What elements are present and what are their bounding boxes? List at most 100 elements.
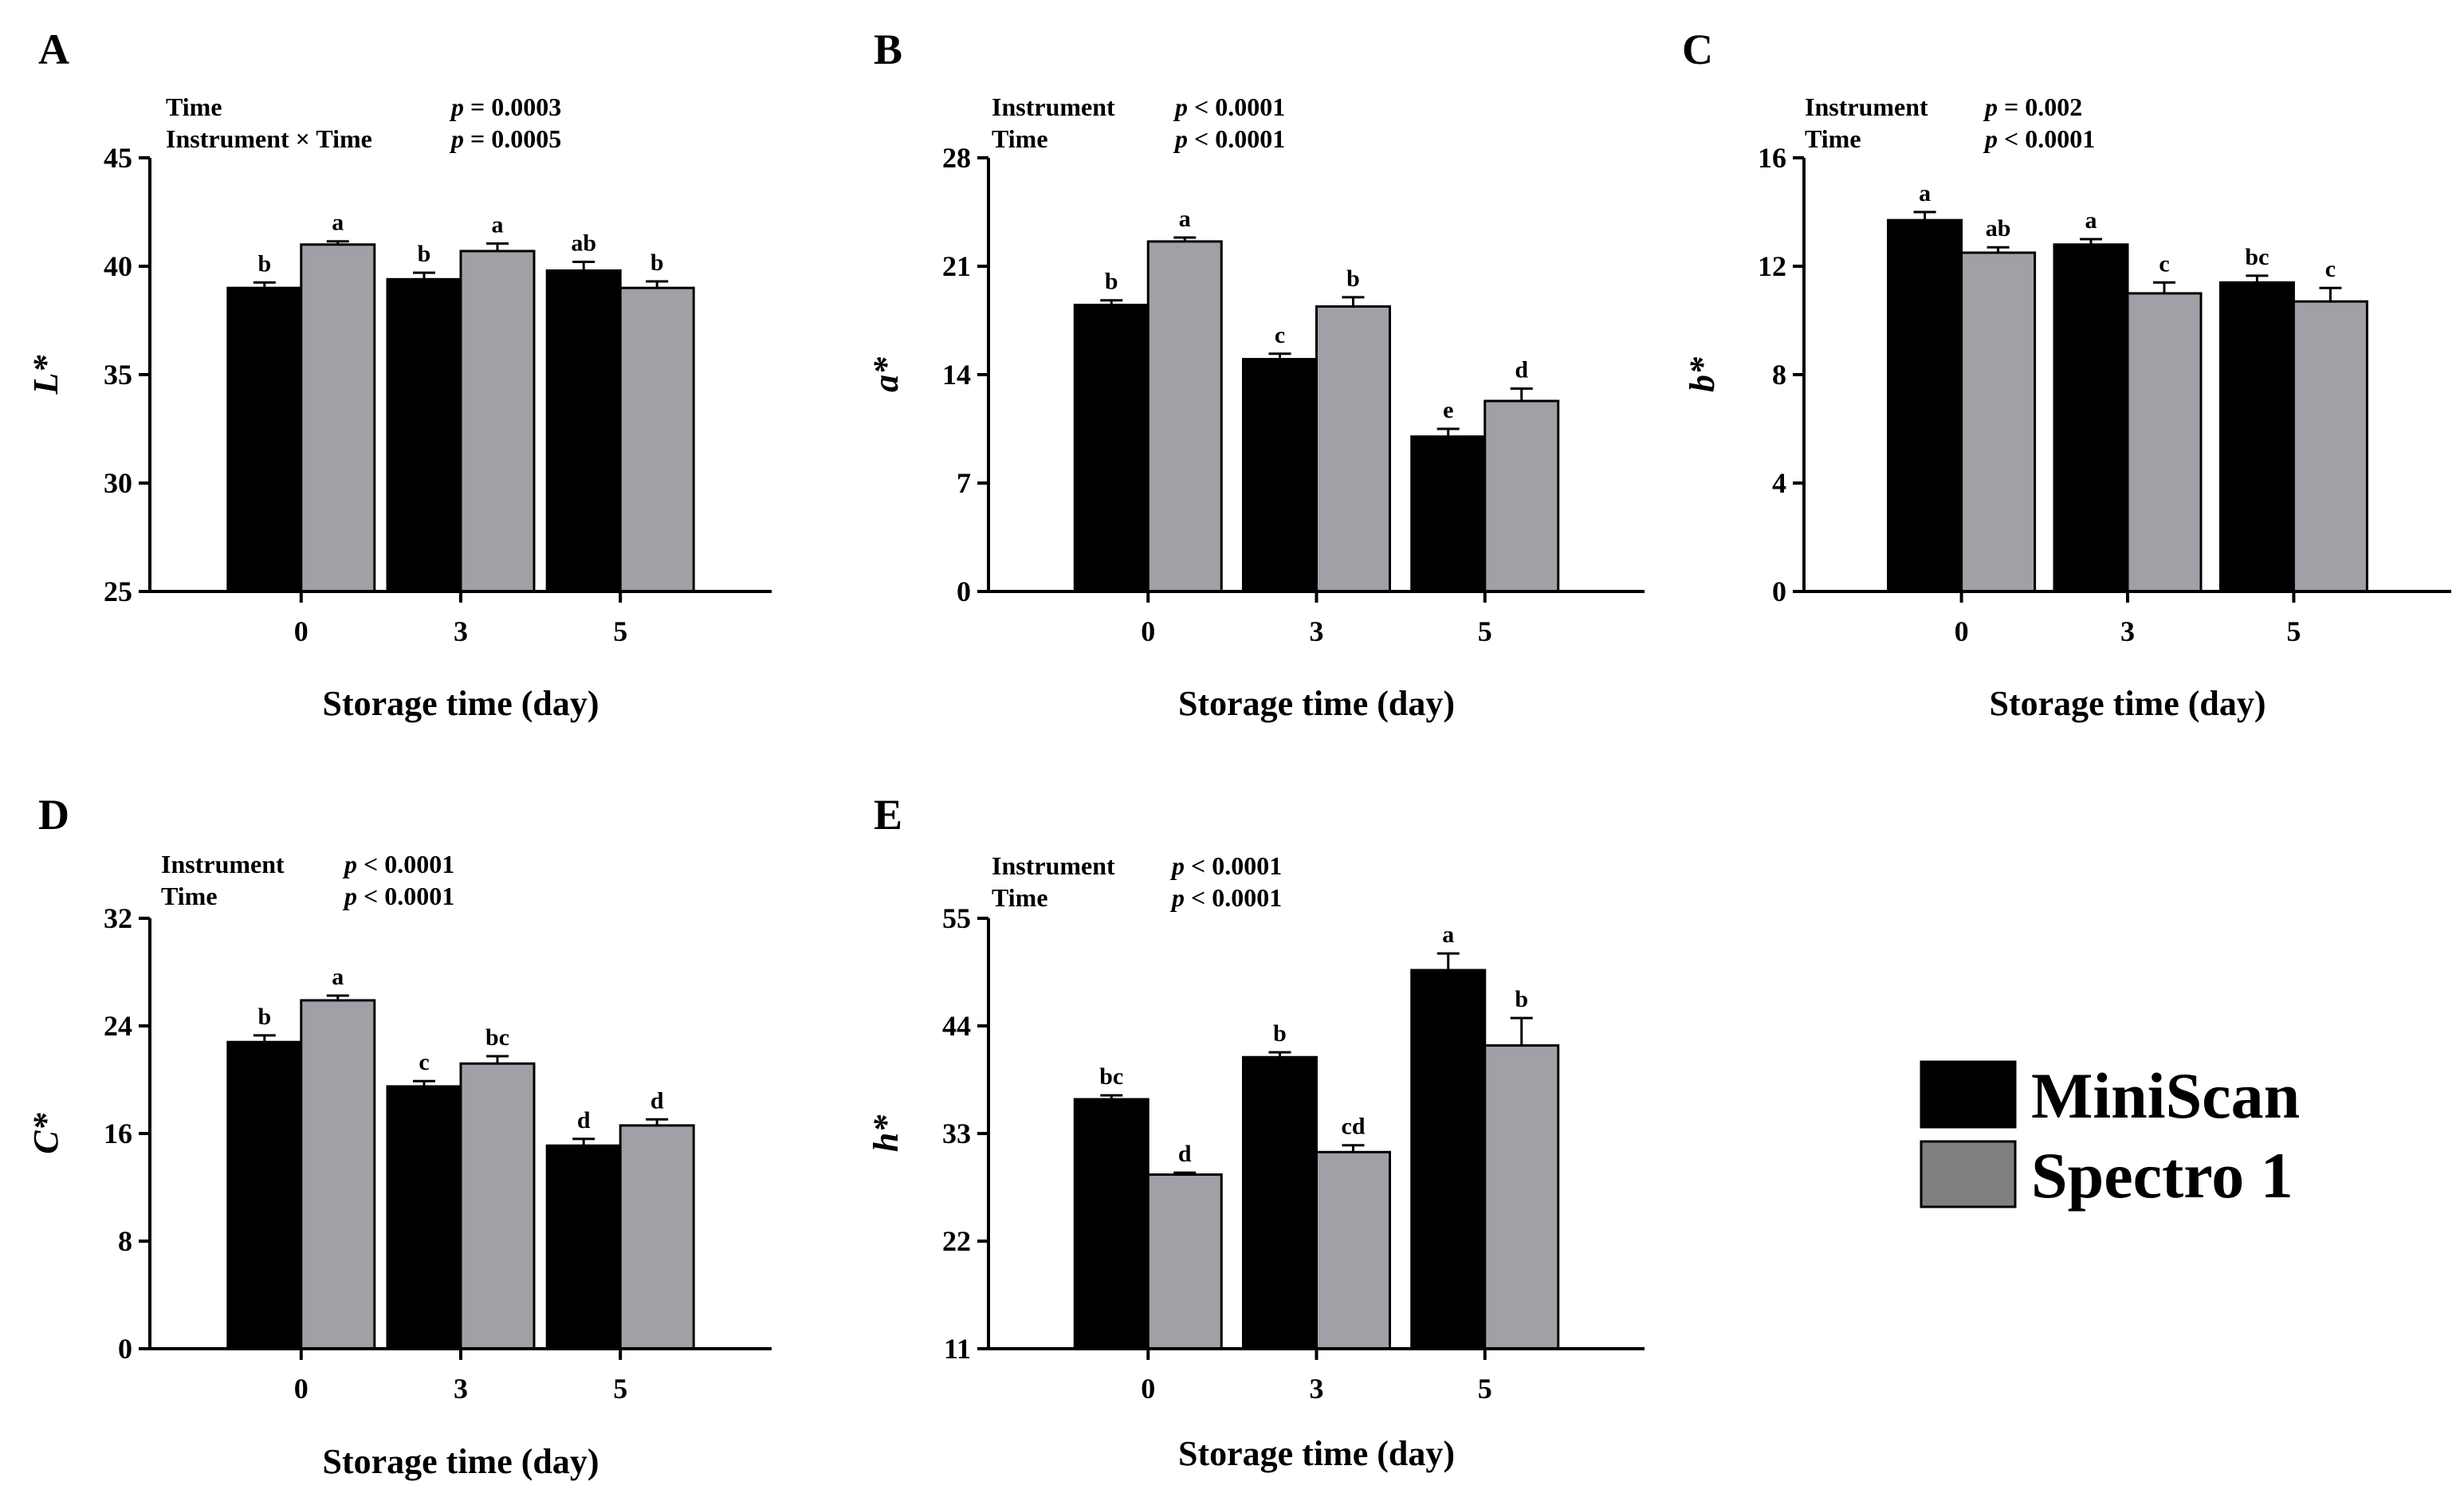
bar bbox=[1073, 304, 1149, 593]
bar bbox=[1484, 399, 1560, 593]
y-axis-title: L* bbox=[26, 355, 65, 395]
x-axis-title: Storage time (day) bbox=[1178, 684, 1455, 723]
bar bbox=[1315, 1150, 1391, 1350]
significance-letter: c bbox=[419, 1049, 429, 1075]
x-tick-label: 0 bbox=[1955, 615, 1969, 647]
bar bbox=[2126, 292, 2203, 593]
significance-letter: c bbox=[1275, 322, 1285, 348]
panel-letter: C bbox=[1682, 26, 1713, 73]
significance-letter: d bbox=[650, 1087, 664, 1114]
significance-letter: d bbox=[577, 1107, 591, 1134]
bar bbox=[300, 243, 376, 593]
stat-term: Instrument bbox=[992, 92, 1115, 121]
y-axis-title: C* bbox=[26, 1112, 65, 1153]
panel-letter: B bbox=[874, 26, 902, 73]
panel-letter: A bbox=[38, 26, 69, 73]
y-axis-title: h* bbox=[867, 1114, 906, 1152]
bar bbox=[1146, 1173, 1223, 1350]
bar bbox=[545, 269, 622, 593]
bar bbox=[545, 1144, 622, 1350]
bar bbox=[2053, 243, 2129, 593]
bar bbox=[1484, 1044, 1560, 1350]
significance-letter: ab bbox=[1986, 215, 2011, 242]
bar bbox=[1242, 1055, 1318, 1350]
y-axis-title: a* bbox=[867, 356, 906, 392]
y-tick-label: 33 bbox=[942, 1118, 971, 1149]
x-tick-label: 3 bbox=[454, 615, 468, 647]
bar bbox=[1887, 218, 1963, 593]
bar bbox=[300, 999, 376, 1350]
bar bbox=[1960, 251, 2037, 593]
y-tick-label: 16 bbox=[1758, 142, 1786, 174]
y-tick-label: 14 bbox=[942, 359, 971, 391]
x-tick-label: 5 bbox=[1478, 615, 1492, 647]
chart-panel-a: A Time p = 0.0003 Instrument × Time p = 0.00… bbox=[26, 26, 772, 723]
significance-letter: bc bbox=[485, 1024, 509, 1051]
significance-letter: bc bbox=[1099, 1063, 1123, 1090]
significance-letter: ab bbox=[571, 230, 596, 257]
stat-term: Time bbox=[161, 882, 218, 910]
stat-term: Instrument bbox=[1805, 92, 1928, 121]
significance-letter: c bbox=[2325, 256, 2336, 282]
significance-letter: d bbox=[1178, 1141, 1192, 1167]
x-tick-label: 5 bbox=[613, 1373, 627, 1405]
x-tick-label: 3 bbox=[454, 1373, 468, 1405]
x-tick-label: 3 bbox=[1310, 1373, 1324, 1405]
y-tick-label: 30 bbox=[104, 467, 132, 499]
y-tick-label: 40 bbox=[104, 250, 132, 282]
bar bbox=[1315, 305, 1391, 593]
y-tick-label: 0 bbox=[957, 576, 971, 607]
y-tick-label: 16 bbox=[104, 1118, 132, 1149]
significance-letter: a bbox=[1442, 921, 1454, 948]
stat-term: Time bbox=[992, 124, 1048, 153]
significance-letter: b bbox=[257, 250, 271, 277]
stat-p-value: p < 0.0001 bbox=[342, 850, 454, 878]
panel-letter: D bbox=[38, 791, 69, 839]
significance-letter: a bbox=[2085, 207, 2097, 234]
x-axis-title: Storage time (day) bbox=[322, 684, 599, 723]
x-axis-title: Storage time (day) bbox=[1178, 1434, 1455, 1473]
x-axis-title: Storage time (day) bbox=[1989, 684, 2266, 723]
stat-p-value: p < 0.0001 bbox=[342, 882, 454, 910]
significance-letter: bc bbox=[2245, 244, 2269, 270]
significance-letter: b bbox=[1515, 986, 1528, 1012]
legend: MiniScan Spectro 1 bbox=[1920, 1059, 2300, 1212]
bar bbox=[226, 286, 303, 593]
bar bbox=[1146, 240, 1223, 593]
chart-panels: A Time p = 0.0003 Instrument × Time p = 0.00… bbox=[26, 26, 2451, 1481]
y-tick-label: 25 bbox=[104, 576, 132, 607]
significance-letter: b bbox=[1273, 1020, 1287, 1047]
bar bbox=[619, 1124, 695, 1350]
bar bbox=[619, 286, 695, 593]
legend-swatch-spectro1 bbox=[1920, 1140, 2017, 1208]
y-axis-title: b* bbox=[1683, 356, 1722, 392]
y-tick-label: 0 bbox=[118, 1333, 132, 1365]
stat-p-value: p < 0.0001 bbox=[1169, 851, 1282, 880]
y-tick-label: 24 bbox=[104, 1010, 132, 1042]
significance-letter: a bbox=[492, 211, 504, 238]
stat-p-value: p = 0.0003 bbox=[449, 92, 561, 121]
bar bbox=[1410, 435, 1487, 593]
y-tick-label: 22 bbox=[942, 1225, 971, 1257]
x-tick-label: 0 bbox=[1141, 1373, 1155, 1405]
stat-term: Time bbox=[1805, 124, 1861, 153]
stat-p-value: p = 0.0005 bbox=[449, 124, 561, 153]
stat-term: Instrument × Time bbox=[166, 124, 372, 153]
bar bbox=[1073, 1098, 1149, 1350]
legend-label-spectro1: Spectro 1 bbox=[2031, 1139, 2293, 1212]
y-tick-label: 11 bbox=[944, 1333, 971, 1365]
y-tick-label: 35 bbox=[104, 359, 132, 391]
x-tick-label: 3 bbox=[2120, 615, 2135, 647]
x-tick-label: 0 bbox=[294, 615, 308, 647]
y-tick-label: 8 bbox=[1772, 359, 1786, 391]
y-tick-label: 32 bbox=[104, 902, 132, 934]
stat-term: Time bbox=[992, 883, 1048, 912]
stat-term: Instrument bbox=[161, 850, 285, 878]
stat-term: Instrument bbox=[992, 851, 1115, 880]
significance-letter: a bbox=[332, 964, 344, 990]
stat-p-value: p = 0.002 bbox=[1983, 92, 2082, 121]
significance-letter: cd bbox=[1342, 1114, 1366, 1140]
